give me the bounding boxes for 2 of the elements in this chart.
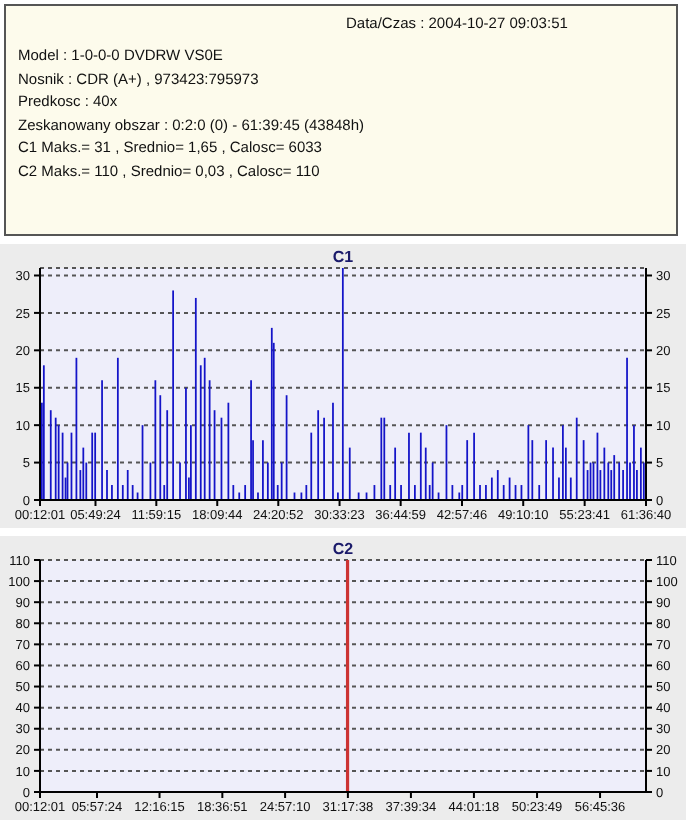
- chart-title: C1: [330, 248, 356, 266]
- chart-title: C2: [330, 540, 356, 558]
